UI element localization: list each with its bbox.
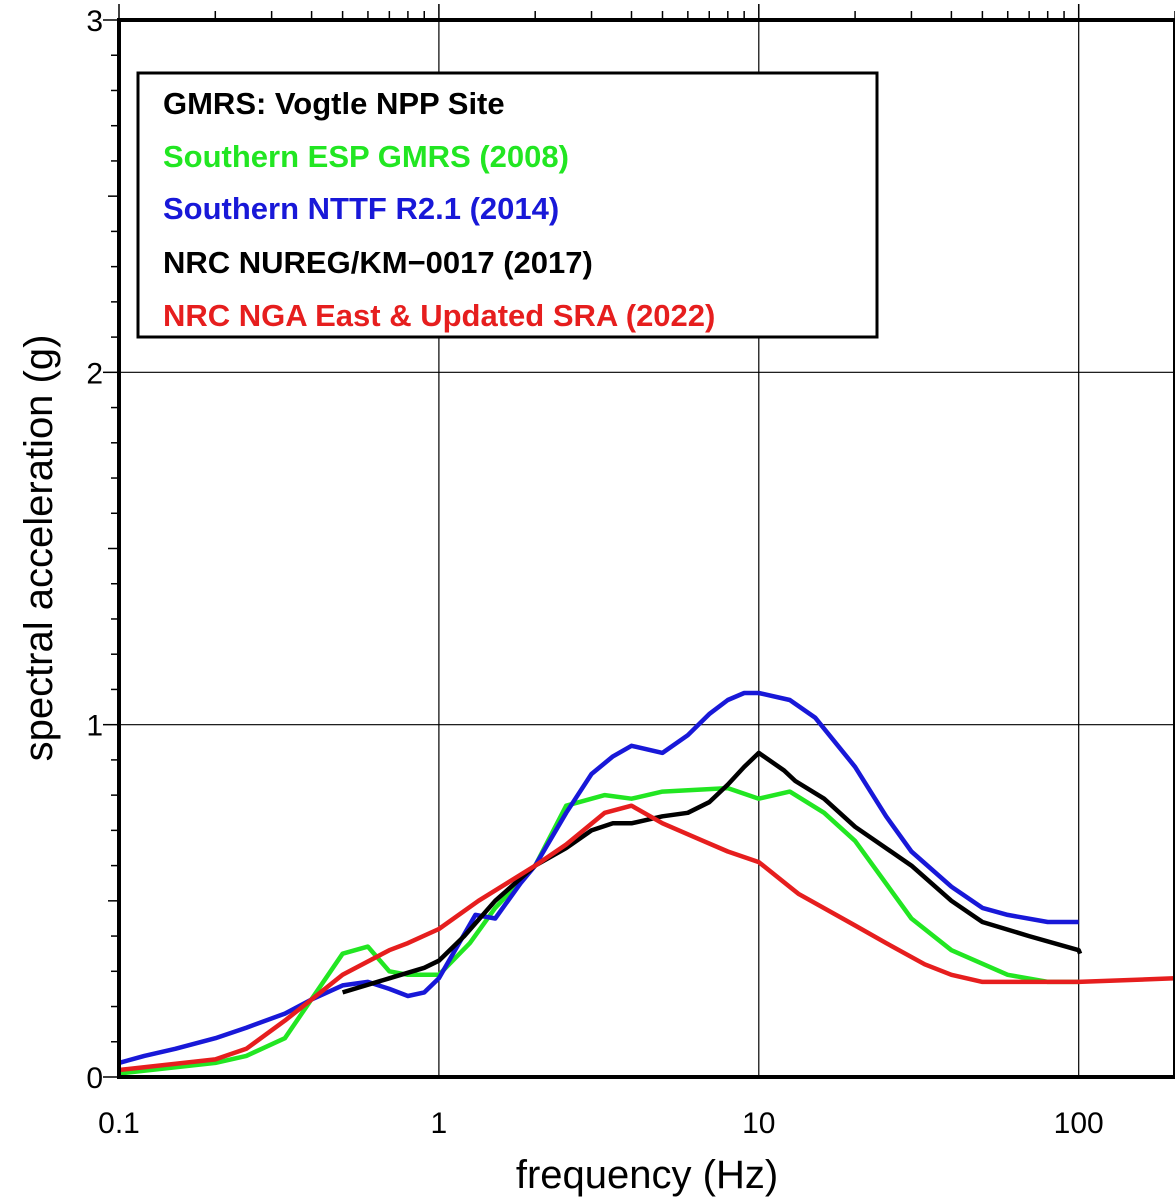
y-tick-label: 2 [86,357,103,390]
y-tick-label: 0 [86,1062,103,1095]
series-lines [118,690,1175,1076]
legend-box [136,71,879,339]
legend-item-southern-esp: Southern ESP GMRS (2008) [163,139,569,174]
y-tick-label: 1 [86,710,103,743]
series-line-2 [341,750,1083,995]
x-axis-label: frequency (Hz) [516,1153,778,1197]
legend-title: GMRS: Vogtle NPP Site [163,86,505,121]
x-tick-label: 100 [1054,1107,1104,1140]
tick-labels: 0.1 1 10 100 0 1 2 3 [86,5,1103,1140]
y-axis-label: spectral acceleration (g) [17,335,61,762]
series-line-0 [118,785,1079,1076]
series-line-1 [118,690,1079,1066]
x-tick-label: 10 [742,1107,775,1140]
y-tick-label: 3 [86,5,103,38]
x-tick-label: 1 [431,1107,448,1140]
x-tick-label: 0.1 [98,1107,140,1140]
series-line-3 [118,803,1175,1073]
legend-item-nrc-nureg: NRC NUREG/KM−0017 (2017) [163,245,593,280]
plot-frame [117,18,1175,1079]
legend-item-southern-nttf: Southern NTTF R2.1 (2014) [163,191,559,226]
legend-item-nrc-nga-east: NRC NGA East & Updated SRA (2022) [163,298,715,333]
legend: GMRS: Vogtle NPP Site Southern ESP GMRS … [136,71,879,339]
